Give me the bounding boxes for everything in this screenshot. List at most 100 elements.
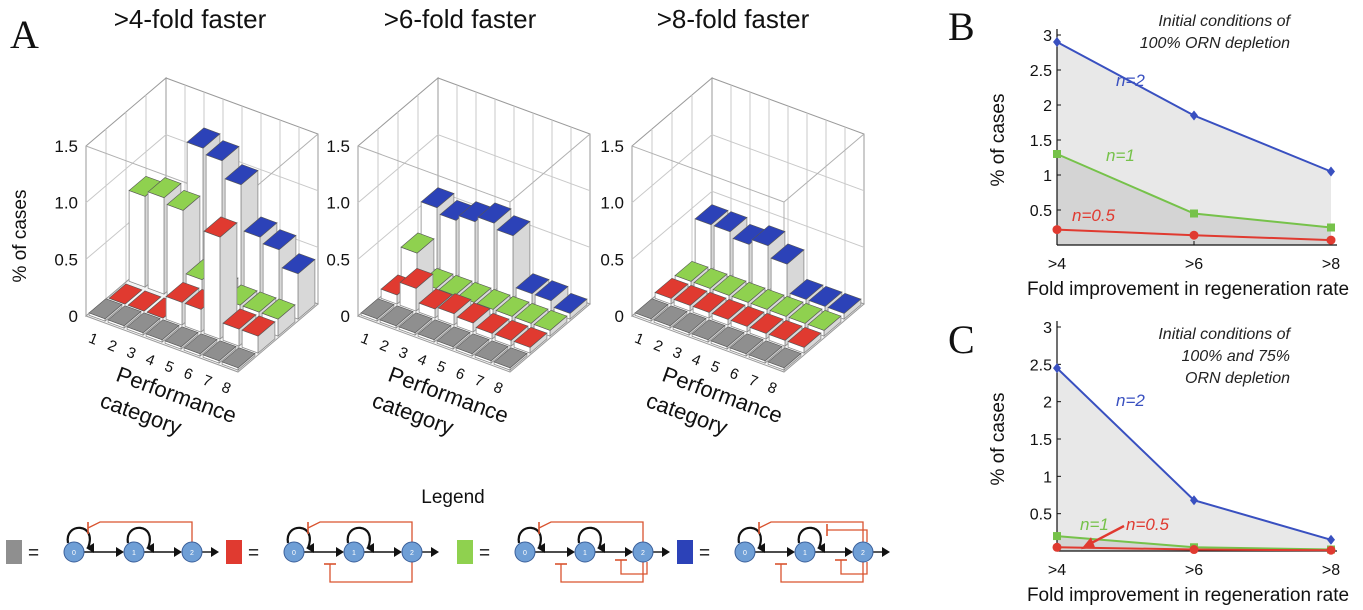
x-tick-label: >6 (1185, 562, 1203, 579)
self-loop (346, 526, 371, 549)
bar-top (788, 302, 823, 324)
bar-top (495, 295, 530, 317)
network-node (401, 541, 423, 563)
bar-top (730, 305, 765, 327)
shaded-area (1057, 154, 1331, 245)
arrowhead (662, 547, 670, 557)
category-label: 3 (396, 344, 410, 363)
network-node (283, 541, 305, 563)
bar (653, 305, 688, 329)
data-point (1189, 230, 1199, 240)
bar (203, 216, 238, 340)
bar-top (674, 260, 709, 282)
category-label: 2 (377, 337, 391, 356)
bar-top (127, 290, 162, 312)
bar (107, 305, 142, 329)
legend-title: Legend (421, 487, 484, 508)
bar-top (475, 312, 510, 334)
y-axis-label: % of cases (988, 94, 1009, 187)
bar-top (494, 319, 529, 341)
category-label: 1 (358, 330, 372, 349)
series-label: n=2 (1116, 71, 1145, 90)
annotation-text: 100% ORN depletion (1140, 35, 1290, 52)
panel-letter-a: A (10, 12, 39, 57)
z-tick-label: 0 (69, 307, 78, 326)
arrowhead (567, 547, 575, 557)
bar-top (221, 347, 256, 369)
feedback-line (758, 521, 864, 542)
node-label: 1 (583, 550, 587, 557)
panel-c-chart: 0.5 1 1.5 2 2.5 3 >4 >6 >8 Fold improvement in re… (988, 320, 1349, 606)
bar-top (203, 216, 238, 238)
bar (221, 347, 256, 371)
bar (436, 326, 471, 350)
bar-top (242, 291, 277, 313)
category-label: 4 (143, 351, 157, 370)
arrowhead (537, 543, 545, 553)
legend-swatch (677, 540, 693, 564)
arrowhead (625, 547, 633, 557)
chart-a3-title: >8-fold faster (657, 4, 810, 34)
bar-top (222, 308, 257, 330)
bar-top (166, 189, 201, 211)
bar (417, 319, 452, 343)
z-tick-label: 1.0 (600, 194, 624, 213)
data-point (1190, 495, 1198, 506)
bar-top (202, 340, 237, 362)
bar-front (203, 230, 221, 340)
x-axis-label: Fold improvement in regeneration rate (1027, 279, 1349, 300)
bar-top (399, 267, 434, 289)
category-label: 5 (162, 358, 176, 377)
z-tick-label: 0 (341, 307, 350, 326)
bar-top (126, 312, 161, 334)
y-tick-label: 1.5 (1030, 432, 1052, 449)
bar (534, 280, 569, 313)
bar (145, 319, 180, 343)
bar-top (107, 305, 142, 327)
bar (770, 243, 805, 299)
feedback-line (560, 562, 644, 583)
bar-top (183, 333, 218, 355)
bar (729, 333, 764, 357)
bar-top (673, 284, 708, 306)
y-tick-label: 2 (1043, 395, 1052, 412)
network-node (343, 541, 365, 563)
bar (692, 291, 727, 319)
category-label: 6 (453, 365, 467, 384)
bar (241, 315, 276, 354)
bar (672, 312, 707, 336)
annotation-text: Initial conditions of (1158, 326, 1291, 343)
bar-top (455, 333, 490, 355)
bar (455, 333, 490, 357)
network-node (852, 541, 874, 563)
arrowhead (597, 543, 605, 553)
data-point (1326, 235, 1336, 245)
data-point (1190, 110, 1198, 121)
bar-top (456, 302, 491, 324)
series-label: n=0.5 (1126, 515, 1170, 534)
legend-swatch (457, 540, 473, 564)
node-label: 2 (190, 550, 194, 557)
arrowhead (174, 547, 182, 557)
bar-top (534, 280, 569, 302)
bar-top (147, 177, 182, 199)
bar (787, 326, 822, 354)
bar (379, 305, 414, 329)
feedback-line (538, 521, 644, 542)
chart-a1-title: >4-fold faster (114, 4, 267, 34)
arrowhead (845, 547, 853, 557)
bar (88, 298, 123, 322)
network-node (632, 541, 654, 563)
bar-top (379, 305, 414, 327)
gridline (357, 134, 591, 204)
feedback-line (620, 560, 648, 575)
legend-equals: = (248, 543, 259, 564)
bar (108, 283, 143, 305)
node-label: 2 (641, 550, 645, 557)
bar-front (147, 191, 165, 295)
node-label: 2 (410, 550, 414, 557)
node-label: 1 (803, 550, 807, 557)
panel-letter-c: C (948, 317, 975, 362)
y-tick-label: 0.5 (1030, 507, 1052, 524)
bar (493, 347, 528, 371)
